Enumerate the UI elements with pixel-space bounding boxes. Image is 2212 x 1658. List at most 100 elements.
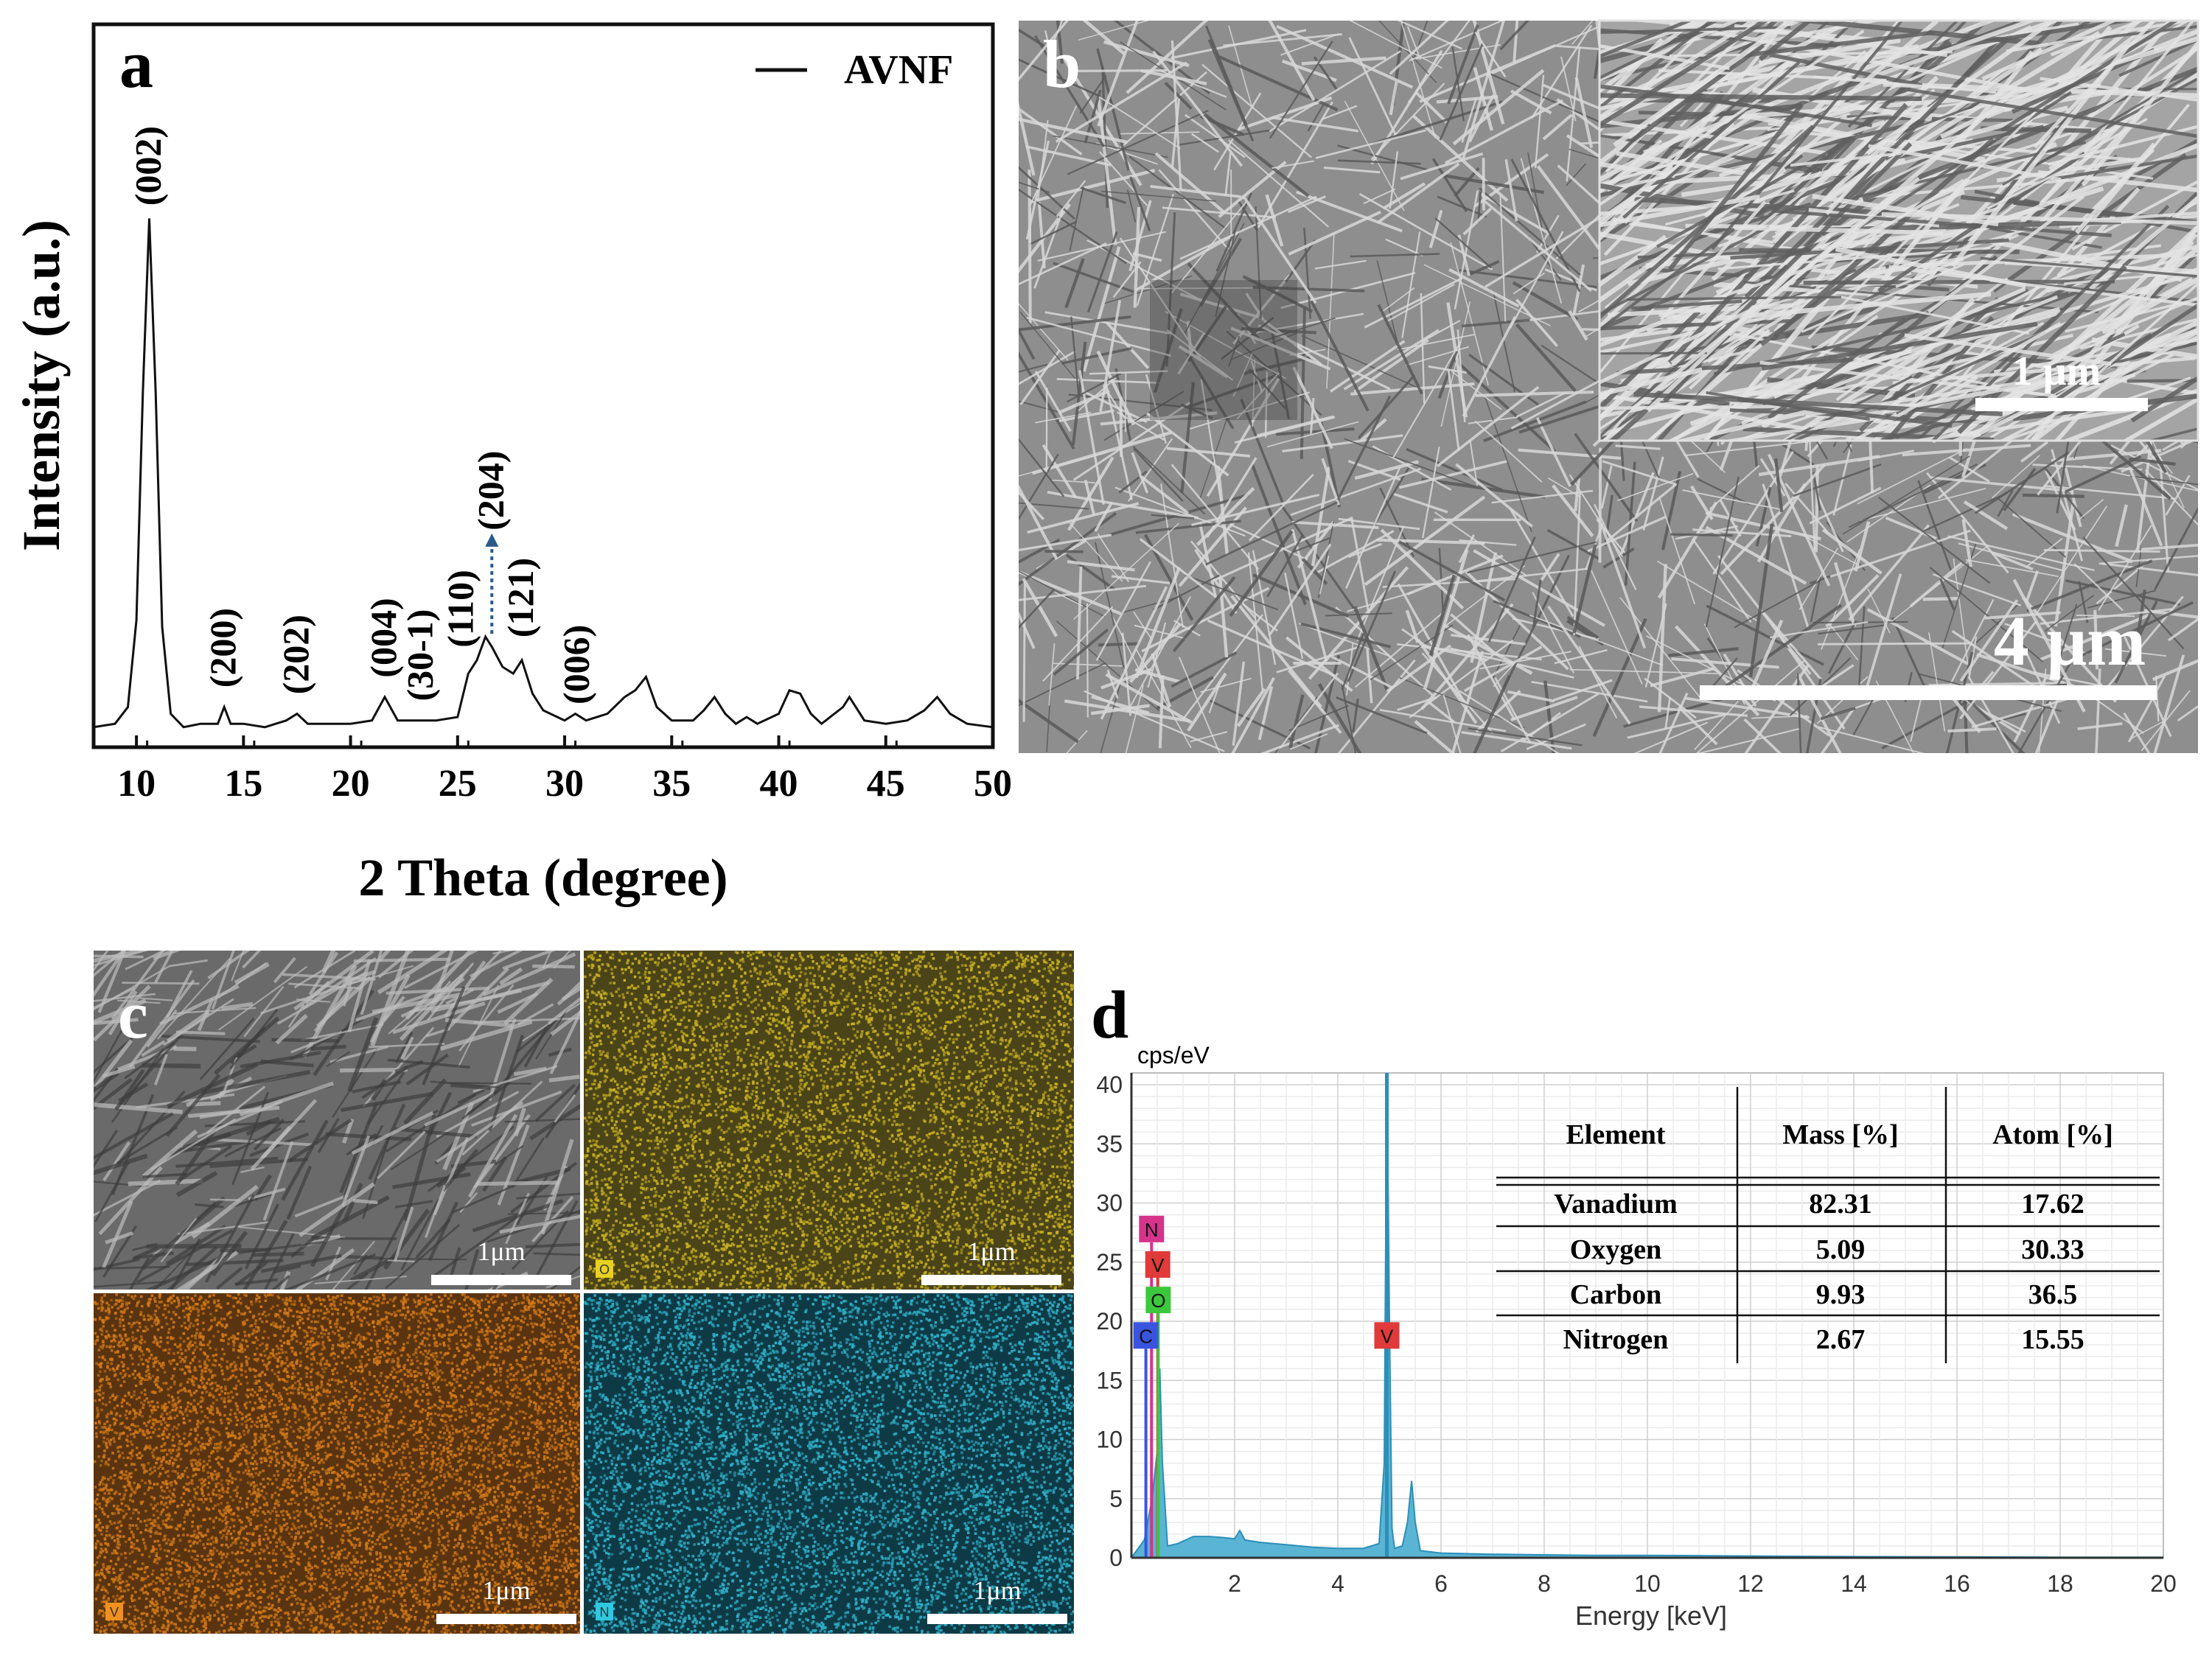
- sem-map-streak: [229, 1008, 279, 1070]
- oxygen-map-dot: [1034, 1173, 1038, 1176]
- oxygen-map-dot: [680, 1268, 683, 1271]
- sem-fiber: [1364, 277, 1463, 329]
- sem-fiber: [1428, 209, 1443, 248]
- sem-fiber: [2104, 648, 2166, 657]
- oxygen-map-dot: [807, 998, 810, 1001]
- oxygen-map-dot: [606, 1024, 609, 1027]
- sem-fiber: [1949, 456, 1990, 483]
- oxygen-map-dot: [948, 1086, 951, 1090]
- sem-inset-fiber: [1599, 164, 1673, 228]
- oxygen-map-dot: [637, 985, 640, 988]
- oxygen-map-dot: [695, 959, 698, 963]
- sem-fiber: [1058, 389, 1110, 415]
- oxygen-map-dot: [909, 951, 913, 954]
- oxygen-map-dot: [658, 1009, 661, 1012]
- oxygen-map-dot: [856, 1072, 859, 1076]
- sem-inset-fiber: [1835, 247, 2026, 288]
- oxygen-map-dot: [1017, 1094, 1020, 1096]
- oxygen-map-dot: [610, 1245, 613, 1249]
- oxygen-map-dot: [604, 1116, 607, 1119]
- sem-map-streak: [343, 1254, 383, 1260]
- oxygen-map-dot: [675, 1046, 678, 1050]
- oxygen-map-dot: [992, 1096, 995, 1100]
- oxygen-map-dot: [592, 1001, 595, 1004]
- oxygen-map-dot: [847, 1266, 850, 1269]
- oxygen-map-dot: [918, 1259, 922, 1263]
- oxygen-map-dot: [779, 1119, 782, 1123]
- oxygen-map-dot: [899, 1096, 902, 1099]
- oxygen-map-dot: [1020, 1225, 1023, 1228]
- sem-fiber: [1963, 500, 2009, 531]
- oxygen-map-dot: [864, 1113, 867, 1117]
- oxygen-map-dot: [651, 1158, 654, 1162]
- sem-fiber: [1170, 651, 1238, 688]
- oxygen-map-dot: [740, 1228, 743, 1232]
- oxygen-map-dot: [842, 1055, 845, 1059]
- oxygen-map-dot: [763, 1099, 766, 1102]
- oxygen-map-dot: [730, 1185, 734, 1188]
- oxygen-map-dot: [927, 1229, 930, 1232]
- oxygen-map-dot: [694, 1229, 698, 1233]
- oxygen-map-dot: [885, 968, 888, 971]
- oxygen-map-dot: [996, 1098, 999, 1102]
- oxygen-map-dot: [808, 1149, 811, 1152]
- oxygen-map-dot: [929, 1029, 932, 1033]
- sem-fiber: [1029, 220, 1078, 245]
- sem-map-streak: [146, 1009, 178, 1048]
- sem-map-streak: [94, 1018, 139, 1026]
- oxygen-map-dot: [1005, 1052, 1008, 1054]
- oxygen-map-dot: [931, 967, 934, 970]
- oxygen-map-dot: [938, 1225, 941, 1229]
- sem-fiber: [1126, 21, 1209, 94]
- oxygen-map-dot: [1031, 1168, 1034, 1171]
- oxygen-map-dot: [778, 1267, 781, 1270]
- oxygen-map-dot: [708, 1088, 711, 1091]
- sem-map-streak: [94, 1130, 119, 1169]
- sem-fiber: [1428, 365, 1467, 374]
- oxygen-map-dot: [896, 1218, 899, 1222]
- sem-fiber: [1816, 494, 1844, 553]
- sem-fiber: [1310, 300, 1370, 412]
- oxygen-map-dot: [683, 1198, 686, 1201]
- oxygen-map-dot: [1042, 1268, 1045, 1272]
- oxygen-map-dot: [593, 1231, 596, 1234]
- oxygen-map-dot: [829, 1213, 832, 1216]
- sem-map-streak: [122, 982, 200, 985]
- oxygen-map-dot: [758, 1105, 761, 1109]
- oxygen-map-dot: [824, 1273, 827, 1276]
- oxygen-map-dot: [858, 1245, 862, 1248]
- oxygen-map-dot: [799, 1070, 802, 1074]
- oxygen-map-dot: [689, 1195, 692, 1199]
- oxygen-map-dot: [868, 1017, 871, 1020]
- oxygen-map-dot: [864, 1166, 868, 1170]
- oxygen-map-dot: [691, 1145, 694, 1148]
- oxygen-map-dot: [946, 1216, 949, 1219]
- oxygen-map-dot: [1008, 1239, 1011, 1242]
- oxygen-map-dot: [898, 1049, 901, 1053]
- sem-fiber: [1820, 706, 1856, 753]
- oxygen-map-dot: [1039, 1288, 1042, 1290]
- oxygen-map-dot: [635, 1102, 638, 1105]
- oxygen-map-dot: [750, 1267, 753, 1270]
- oxygen-map-dot: [1007, 1287, 1011, 1290]
- oxygen-map-dot: [1036, 1112, 1039, 1115]
- oxygen-map-dot: [728, 1259, 731, 1262]
- oxygen-map-dot: [656, 979, 660, 983]
- oxygen-map-dot: [985, 1257, 988, 1260]
- oxygen-map-dot: [795, 1138, 798, 1141]
- oxygen-map-dot: [817, 1149, 820, 1152]
- oxygen-map-dot: [774, 978, 778, 982]
- oxygen-map-background: [584, 951, 1074, 1290]
- oxygen-map-dot: [709, 1175, 713, 1178]
- sem-inset-fiber: [2146, 427, 2198, 441]
- sem-fiber: [1215, 230, 1236, 317]
- sem-inset-fiber: [1670, 22, 2029, 93]
- oxygen-map-dot: [691, 1053, 694, 1056]
- oxygen-map-dot: [856, 1007, 859, 1010]
- oxygen-map-dot: [666, 954, 670, 957]
- xrd-peak-label: (002): [128, 126, 169, 206]
- oxygen-map-dot: [587, 1112, 590, 1115]
- sem-inset-fiber: [1785, 333, 2073, 403]
- oxygen-map-dot: [995, 1018, 998, 1022]
- sem-map-streak: [102, 1200, 133, 1269]
